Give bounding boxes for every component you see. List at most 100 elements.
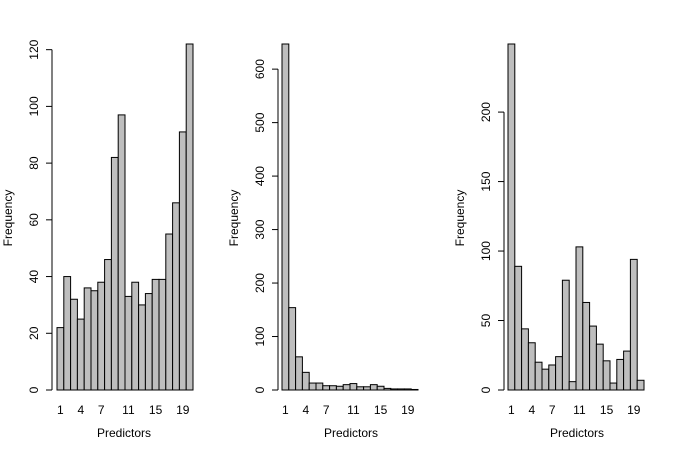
bar-20: [410, 388, 419, 391]
bar-2: [288, 307, 297, 391]
x-tick-label: 1: [508, 403, 515, 417]
bar-8: [104, 259, 112, 391]
x-tick-label: 11: [573, 403, 586, 417]
bar-13: [363, 386, 371, 391]
x-tick-label: 4: [77, 403, 84, 417]
y-tick-label: 400: [253, 166, 267, 186]
bar-6: [90, 290, 99, 391]
bar-14: [369, 384, 378, 391]
y-tick-label: 0: [479, 386, 493, 393]
y-tick-label: 100: [253, 326, 267, 346]
x-tick-label: 7: [549, 403, 556, 417]
y-tick-label: 200: [479, 102, 493, 122]
bar-13: [589, 325, 597, 391]
y-tick-label: 60: [27, 213, 41, 227]
bar-16: [383, 387, 392, 391]
bar-7: [548, 364, 557, 391]
x-tick-label: 15: [600, 403, 614, 417]
histogram-panel-1: 0 20 40 60 80 100 120 1 4 7 11 15 19 Predictors Freque…: [1, 39, 194, 440]
bar-2: [514, 265, 523, 391]
y-tick-label: 50: [479, 314, 493, 328]
bar-9: [561, 279, 570, 391]
y-axis-title: Frequency: [227, 190, 241, 247]
bar-10: [568, 381, 577, 391]
bar-6: [315, 382, 324, 391]
bar-15: [602, 360, 611, 391]
x-tick-label: 7: [323, 403, 330, 417]
bar-3: [521, 328, 529, 391]
y-tick-label: 600: [253, 59, 267, 79]
bar-7: [97, 281, 106, 391]
bar-18: [172, 202, 180, 391]
y-tick-label: 150: [479, 171, 493, 191]
bar-18: [397, 388, 405, 391]
bar-1: [507, 43, 516, 391]
x-axis-title: Predictors: [97, 426, 151, 440]
y-axis-title: Frequency: [1, 190, 15, 247]
bar-5: [534, 361, 543, 391]
x-tick-label: 19: [627, 403, 641, 417]
bar-17: [390, 388, 399, 391]
y-tick-label: 0: [27, 386, 41, 393]
bar-4: [301, 371, 310, 391]
x-tick-label: 15: [374, 403, 388, 417]
y-tick-label: 100: [27, 96, 41, 116]
y-tick-label: 200: [253, 273, 267, 293]
bar-13: [138, 304, 146, 391]
y-tick-label: 0: [253, 386, 267, 393]
bar-12: [131, 281, 140, 391]
bar-9: [110, 156, 119, 391]
y-tick-label: 500: [253, 112, 267, 132]
x-tick-label: 19: [401, 403, 415, 417]
bar-19: [403, 388, 412, 391]
x-tick-label: 19: [176, 403, 190, 417]
bar-11: [124, 295, 133, 391]
y-tick-label: 40: [27, 270, 41, 284]
bar-11: [575, 246, 584, 391]
bar-1: [56, 327, 65, 391]
bar-14: [595, 343, 604, 391]
y-axis-title: Frequency: [453, 190, 467, 247]
bar-12: [582, 301, 591, 391]
bar-15: [151, 278, 160, 391]
y-tick-label: 120: [27, 39, 41, 59]
bar-14: [144, 293, 153, 391]
bar-3: [70, 298, 78, 391]
bar-6: [541, 368, 550, 391]
bar-4: [76, 318, 85, 391]
histogram-panel-2: 0 100 200 300 400 500 600 1 4 7 11 15 19 Predictors Fr…: [227, 43, 419, 440]
bar-20: [636, 379, 645, 391]
x-axis-title: Predictors: [550, 426, 604, 440]
x-axis-title: Predictors: [324, 426, 378, 440]
bar-16: [158, 278, 167, 391]
x-tick-label: 7: [98, 403, 105, 417]
bar-18: [623, 350, 631, 391]
x-tick-label: 11: [347, 403, 360, 417]
x-tick-label: 4: [302, 403, 309, 417]
bar-5: [83, 287, 92, 391]
bar-11: [349, 383, 358, 391]
bar-1: [281, 43, 290, 391]
bar-8: [555, 356, 563, 391]
bar-20: [185, 43, 194, 391]
bar-17: [165, 233, 174, 391]
bar-4: [527, 342, 536, 391]
y-tick-label: 300: [253, 219, 267, 239]
histogram-panel-3: 0 50 100 150 200 1 4 7 11 15 19 Predictors Frequency: [453, 43, 645, 440]
bar-19: [178, 131, 187, 391]
bar-2: [63, 276, 72, 391]
bar-10: [117, 114, 126, 391]
x-tick-label: 11: [122, 403, 135, 417]
bar-16: [609, 382, 618, 391]
bar-8: [329, 385, 337, 391]
y-tick-label: 80: [27, 156, 41, 170]
bar-5: [308, 382, 317, 391]
x-tick-label: 1: [57, 403, 64, 417]
bar-7: [322, 385, 331, 391]
x-tick-label: 15: [149, 403, 163, 417]
bar-9: [335, 385, 344, 391]
bar-10: [342, 384, 351, 391]
bar-12: [356, 386, 365, 391]
x-tick-label: 4: [528, 403, 535, 417]
